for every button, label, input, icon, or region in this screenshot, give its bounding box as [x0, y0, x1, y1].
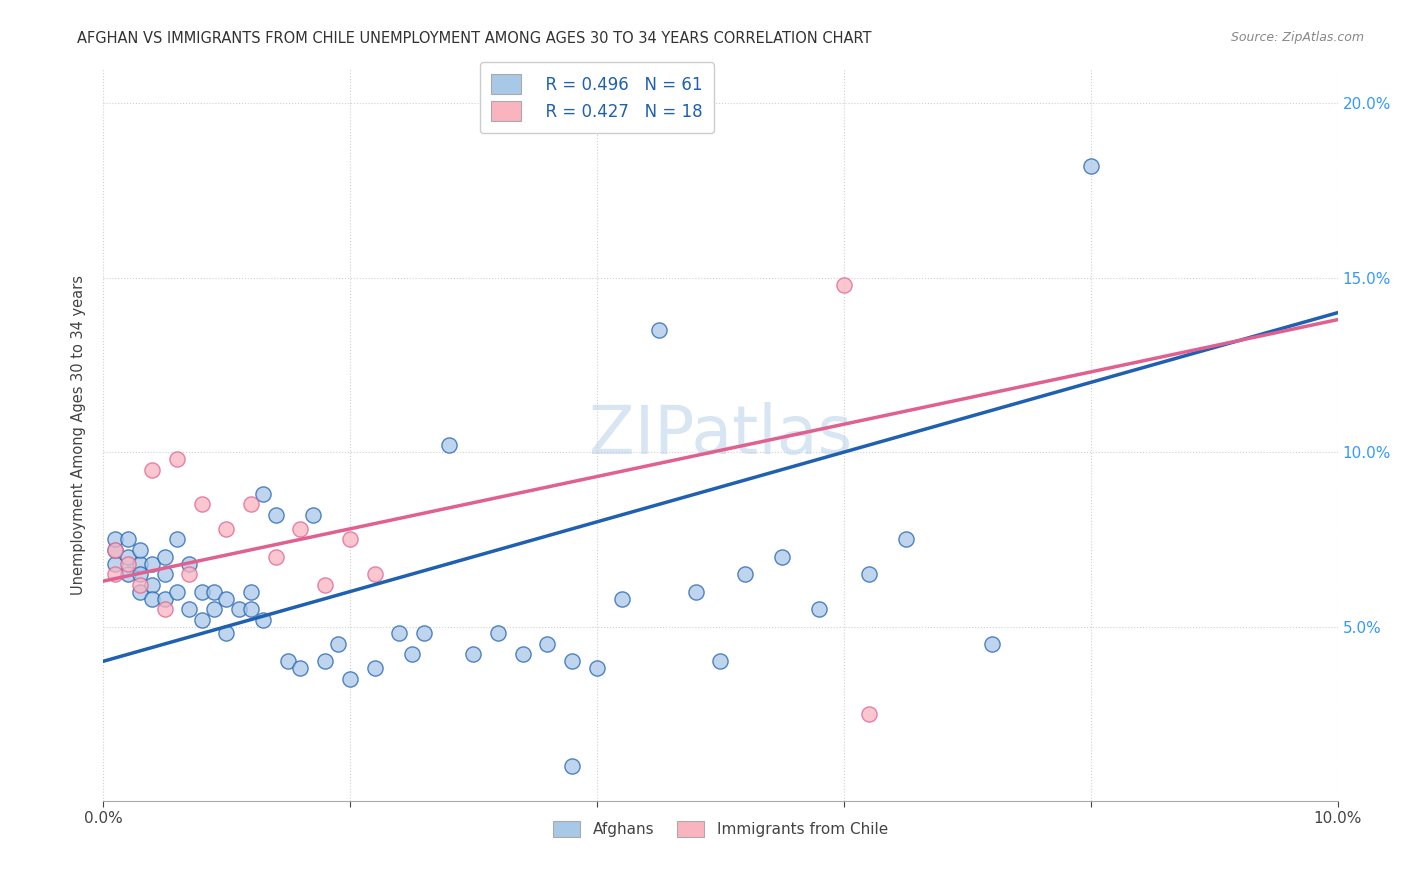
- Point: [215, 626, 238, 640]
- Point: [339, 672, 361, 686]
- Point: [326, 637, 349, 651]
- Point: [153, 549, 176, 564]
- Point: [166, 584, 188, 599]
- Point: [770, 549, 793, 564]
- Point: [610, 591, 633, 606]
- Point: [858, 567, 880, 582]
- Point: [561, 654, 583, 668]
- Point: [314, 577, 336, 591]
- Point: [252, 613, 274, 627]
- Point: [264, 508, 287, 522]
- Text: Source: ZipAtlas.com: Source: ZipAtlas.com: [1230, 31, 1364, 45]
- Point: [240, 584, 263, 599]
- Point: [179, 602, 201, 616]
- Point: [301, 508, 323, 522]
- Point: [314, 654, 336, 668]
- Point: [363, 567, 385, 582]
- Point: [240, 498, 263, 512]
- Point: [536, 637, 558, 651]
- Point: [832, 277, 855, 292]
- Point: [240, 602, 263, 616]
- Point: [215, 591, 238, 606]
- Point: [153, 602, 176, 616]
- Text: AFGHAN VS IMMIGRANTS FROM CHILE UNEMPLOYMENT AMONG AGES 30 TO 34 YEARS CORRELATI: AFGHAN VS IMMIGRANTS FROM CHILE UNEMPLOY…: [77, 31, 872, 46]
- Point: [463, 648, 485, 662]
- Point: [104, 567, 127, 582]
- Point: [190, 613, 212, 627]
- Point: [129, 567, 152, 582]
- Point: [808, 602, 831, 616]
- Point: [512, 648, 534, 662]
- Point: [190, 584, 212, 599]
- Point: [252, 487, 274, 501]
- Point: [141, 577, 163, 591]
- Point: [202, 584, 225, 599]
- Point: [858, 706, 880, 721]
- Point: [141, 557, 163, 571]
- Point: [190, 498, 212, 512]
- Point: [117, 533, 139, 547]
- Y-axis label: Unemployment Among Ages 30 to 34 years: Unemployment Among Ages 30 to 34 years: [72, 275, 86, 595]
- Point: [153, 591, 176, 606]
- Point: [586, 661, 609, 675]
- Point: [339, 533, 361, 547]
- Point: [709, 654, 731, 668]
- Point: [166, 452, 188, 467]
- Point: [215, 522, 238, 536]
- Point: [401, 648, 423, 662]
- Point: [202, 602, 225, 616]
- Point: [561, 759, 583, 773]
- Point: [104, 542, 127, 557]
- Point: [437, 438, 460, 452]
- Legend: Afghans, Immigrants from Chile: Afghans, Immigrants from Chile: [546, 814, 896, 845]
- Point: [228, 602, 250, 616]
- Point: [129, 557, 152, 571]
- Point: [104, 533, 127, 547]
- Point: [685, 584, 707, 599]
- Point: [277, 654, 299, 668]
- Point: [486, 626, 509, 640]
- Point: [264, 549, 287, 564]
- Point: [117, 549, 139, 564]
- Point: [179, 567, 201, 582]
- Point: [894, 533, 917, 547]
- Point: [734, 567, 756, 582]
- Point: [117, 557, 139, 571]
- Point: [179, 557, 201, 571]
- Point: [141, 462, 163, 476]
- Point: [141, 591, 163, 606]
- Point: [129, 577, 152, 591]
- Point: [981, 637, 1004, 651]
- Point: [166, 533, 188, 547]
- Point: [1080, 159, 1102, 173]
- Point: [129, 584, 152, 599]
- Point: [290, 522, 312, 536]
- Point: [104, 557, 127, 571]
- Point: [363, 661, 385, 675]
- Point: [117, 567, 139, 582]
- Point: [290, 661, 312, 675]
- Point: [388, 626, 411, 640]
- Point: [129, 542, 152, 557]
- Point: [413, 626, 436, 640]
- Point: [104, 542, 127, 557]
- Point: [153, 567, 176, 582]
- Point: [647, 323, 669, 337]
- Text: ZIPatlas: ZIPatlas: [589, 401, 852, 467]
